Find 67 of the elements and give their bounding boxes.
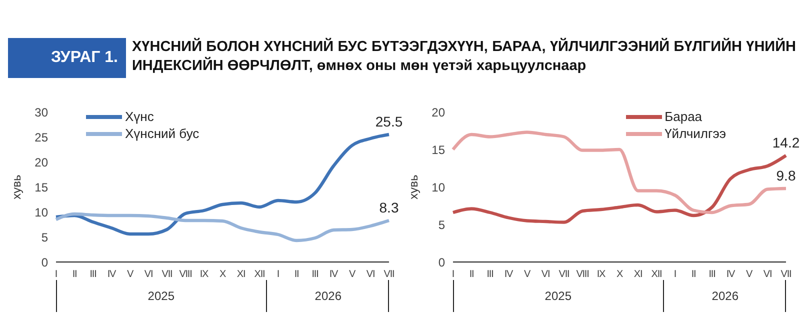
x-tick-label: I: [674, 269, 676, 280]
x-tick-label: V: [746, 269, 753, 280]
y-tick-label: 30: [34, 105, 48, 120]
y-tick-label: 10: [432, 180, 446, 194]
x-tick-label: IV: [329, 269, 339, 280]
x-tick-label: II: [469, 269, 474, 280]
y-tick-label: 20: [34, 155, 48, 170]
y-tick-label: 5: [438, 218, 446, 232]
x-tick-label: III: [312, 269, 318, 280]
x-tick-label: XII: [651, 269, 662, 280]
data-label: 14.2: [772, 134, 800, 150]
y-tick-label: 15: [432, 142, 446, 157]
y-tick-label: 25: [34, 130, 48, 144]
x-tick-label: II: [691, 269, 696, 280]
x-tick-label: III: [708, 269, 716, 280]
legend-label: Бараа: [664, 108, 704, 125]
text: 2026: [712, 289, 738, 303]
legend-label: Үйлчилгээ: [664, 125, 726, 142]
x-tick-label: VIII: [576, 269, 589, 280]
x-tick-label: I: [452, 269, 454, 280]
x-tick-label: V: [524, 269, 531, 280]
text: 2025: [544, 289, 572, 303]
x-tick-label: IX: [200, 269, 210, 280]
x-tick-label: VII: [558, 269, 570, 280]
line-series: [54, 212, 391, 242]
y-tick-label: 20: [432, 105, 446, 120]
legend-label: Хүнс: [124, 108, 155, 125]
y-tick-label: 15: [34, 180, 48, 194]
text: ХҮНСНИЙ БОЛОН ХҮНСНИЙ БУС БҮТЭЭГДЭХҮҮН, БАРАА, ҮЙЛЧИЛГЭЭНИЙ БҮЛГИЙН ҮНИЙН ИНДЕКСИЙН ӨӨРЧЛӨЛТ, өмнөх оны мөн үетэй харьцуулснаар: [132, 38, 796, 76]
x-tick-label: V: [348, 269, 356, 280]
text: 2026: [314, 289, 342, 303]
y-tick-label: 0: [41, 255, 48, 270]
chart-title: ЗУРАГ 1.: [50, 49, 118, 67]
text: 2025: [148, 289, 174, 303]
x-tick-label: VII: [780, 269, 792, 280]
x-tick-label: X: [219, 269, 226, 280]
data-label: 25.5: [375, 114, 403, 130]
x-tick-label: VII: [384, 269, 394, 280]
x-tick-label: II: [72, 269, 77, 280]
x-tick-label: VII: [162, 269, 172, 280]
x-tick-label: IV: [107, 269, 117, 280]
x-tick-label: XI: [634, 269, 642, 280]
y-tick-label: 0: [438, 255, 446, 270]
y-tick-label: 5: [41, 230, 48, 244]
x-tick-label: X: [616, 269, 624, 280]
x-tick-label: III: [90, 269, 96, 280]
x-tick-label: IX: [596, 269, 606, 280]
x-tick-label: XII: [254, 269, 265, 280]
x-tick-label: I: [54, 269, 58, 280]
y-axis-title: хувь: [9, 174, 24, 200]
x-tick-label: IV: [726, 269, 736, 280]
x-tick-label: III: [486, 269, 494, 280]
x-tick-label: IV: [504, 269, 514, 280]
x-tick-label: XI: [236, 269, 246, 280]
x-tick-label: VIII: [179, 269, 192, 280]
x-tick-label: VI: [366, 269, 375, 280]
x-tick-label: VI: [541, 269, 550, 280]
y-tick-label: 10: [34, 205, 48, 220]
y-axis-title: хувь: [406, 174, 420, 200]
x-tick-label: II: [294, 269, 299, 280]
data-label: 8.3: [379, 200, 399, 216]
legend-label: Хүнсний бус: [124, 125, 200, 142]
x-tick-label: V: [126, 269, 134, 280]
data-label: 9.8: [776, 168, 796, 184]
x-tick-label: VI: [144, 269, 153, 280]
x-tick-label: VI: [763, 269, 772, 280]
x-tick-label: I: [276, 269, 280, 280]
